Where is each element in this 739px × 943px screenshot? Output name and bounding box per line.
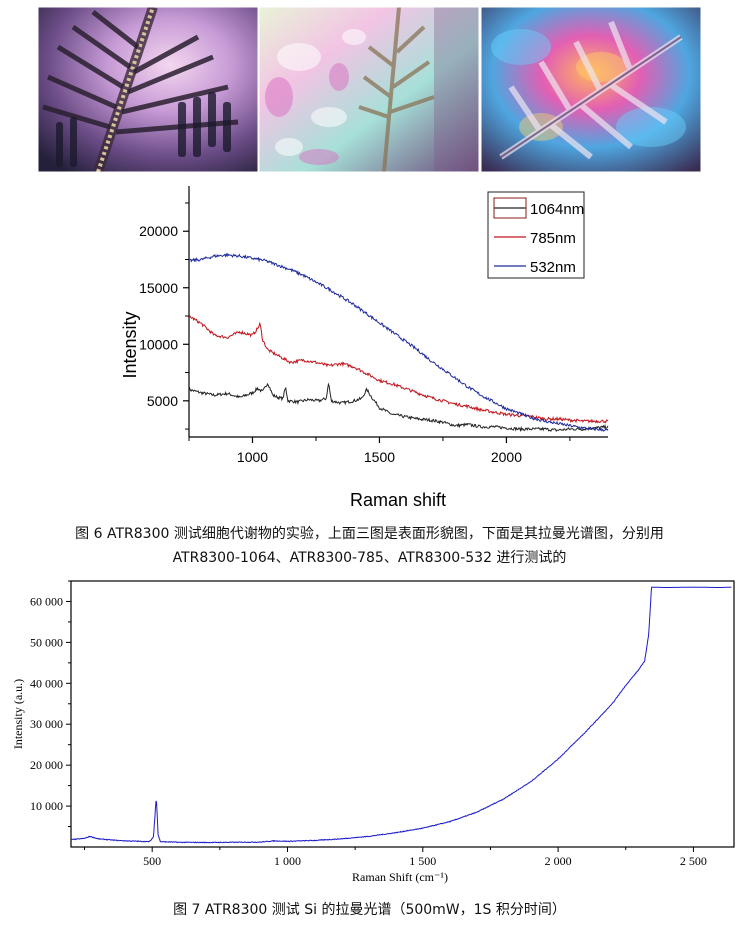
si-x-tick-label: 2 000 <box>545 854 572 868</box>
si-y-axis-label: Intensity (a.u.) <box>11 679 25 749</box>
raman-y-tick-label: 10000 <box>139 336 178 352</box>
si-x-tick-label: 500 <box>143 854 161 868</box>
si-raman-spectrum-chart: 500 1 000 1 500 2 000 2 500 10 000 20 000 30 00… <box>11 580 735 884</box>
si-x-axis-label: Raman Shift (cm⁻¹) <box>352 870 448 884</box>
si-y-tick-label: 60 000 <box>30 594 63 608</box>
raman-x-tick-label: 1500 <box>364 449 395 465</box>
si-series-line <box>70 586 732 844</box>
micrograph-532 <box>481 7 701 172</box>
legend-label-532nm: 532nm <box>530 259 576 276</box>
raman-x-tick-label: 1000 <box>237 449 268 465</box>
raman-spectrum-chart: 1000 1500 2000 5000 10000 15000 20000 1064nm 78… <box>120 186 609 510</box>
si-x-tick-label: 1 000 <box>274 854 301 868</box>
raman-series-1064nm <box>188 382 609 433</box>
figure-6-caption-line-2: ATR8300-1064、ATR8300-785、ATR8300-532 进行测… <box>172 550 567 566</box>
si-x-tick-label: 2 500 <box>680 854 707 868</box>
raman-legend: 1064nm 785nm 532nm <box>487 191 585 279</box>
raman-x-tick-label: 2000 <box>491 449 522 465</box>
si-y-tick-label: 30 000 <box>30 717 63 731</box>
legend-box-1064nm <box>493 197 527 219</box>
raman-y-tick-label: 20000 <box>139 223 178 239</box>
figure-6-caption: 图 6 ATR8300 测试细胞代谢物的实验，上面三图是表面形貌图，下面是其拉曼… <box>0 522 739 570</box>
si-x-tick-label: 1 500 <box>409 854 436 868</box>
micrograph-1064 <box>38 7 258 172</box>
legend-label-1064nm: 1064nm <box>530 201 584 218</box>
raman-y-axis-label: Intensity <box>120 311 140 378</box>
raman-y-tick-label: 15000 <box>139 280 178 296</box>
si-y-tick-label: 50 000 <box>30 635 63 649</box>
legend-label-785nm: 785nm <box>530 230 576 247</box>
si-y-tick-label: 20 000 <box>30 758 63 772</box>
raman-x-axis-label: Raman shift <box>350 490 446 510</box>
raman-y-tick-label: 5000 <box>147 393 178 409</box>
raman-series-532nm <box>188 252 609 432</box>
raman-axes <box>188 186 608 438</box>
si-y-tick-label: 10 000 <box>30 799 63 813</box>
raman-series-785nm <box>188 314 609 424</box>
si-y-tick-label: 40 000 <box>30 676 63 690</box>
micrograph-785 <box>259 7 479 172</box>
figure-6-caption-line-1: 图 6 ATR8300 测试细胞代谢物的实验，上面三图是表面形貌图，下面是其拉曼… <box>75 526 664 542</box>
figure-7-caption: 图 7 ATR8300 测试 Si 的拉曼光谱（500mW，1S 积分时间） <box>173 902 566 918</box>
si-plot-frame <box>70 580 735 848</box>
